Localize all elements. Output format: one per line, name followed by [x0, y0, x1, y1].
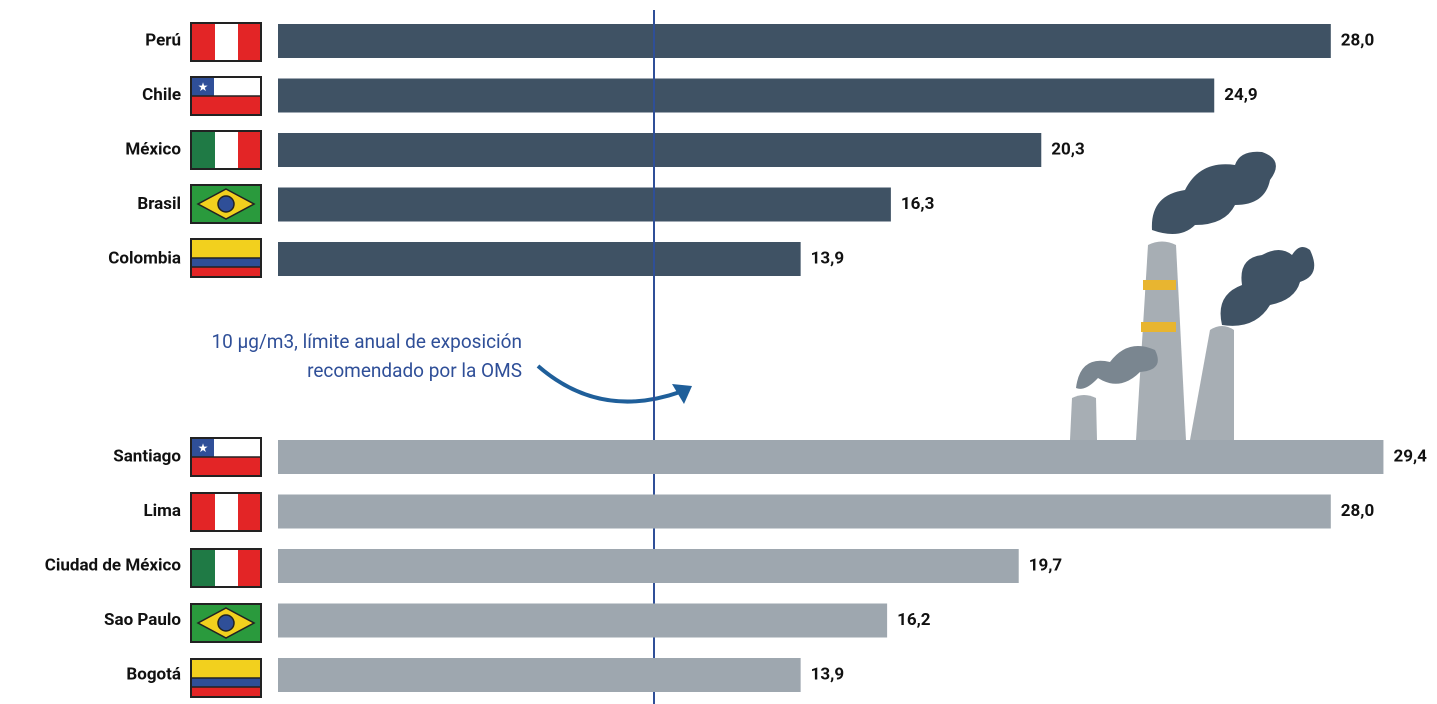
bar — [278, 133, 1042, 167]
category-label: Colombia — [108, 248, 181, 268]
flag — [190, 238, 262, 278]
flag — [190, 184, 262, 224]
bar — [278, 78, 1215, 113]
category-label: Lima — [143, 501, 181, 521]
annotation-arrow — [536, 364, 681, 404]
bar — [278, 24, 1331, 58]
annotation: 10 µg/m3, límite anual de exposición — [211, 330, 522, 353]
flags — [190, 22, 262, 698]
bar — [278, 187, 891, 222]
bar — [278, 603, 888, 638]
category-label: Perú — [145, 30, 181, 50]
value-label: 28,0 — [1341, 501, 1374, 521]
flag — [190, 603, 262, 643]
bar — [278, 494, 1331, 529]
category-label: Brasil — [137, 194, 181, 214]
bar — [278, 242, 801, 276]
value-label: 24,9 — [1224, 85, 1257, 105]
category-label: Sao Paulo — [104, 610, 181, 630]
bar — [278, 440, 1384, 474]
value-label: 28,0 — [1341, 30, 1374, 50]
value-label: 13,9 — [811, 664, 844, 684]
value-label: 29,4 — [1393, 446, 1427, 466]
factory-illustration — [1070, 151, 1315, 440]
annotation-arrowhead — [672, 384, 692, 404]
flag — [190, 658, 262, 698]
value-label: 20,3 — [1051, 139, 1084, 159]
value-label: 13,9 — [811, 248, 844, 268]
value-label: 16,3 — [901, 194, 934, 214]
category-label: Ciudad de México — [45, 555, 182, 575]
category-label: Chile — [142, 85, 181, 105]
flag — [190, 492, 262, 532]
value-label: 16,2 — [897, 610, 931, 630]
bar — [278, 658, 801, 692]
flag — [190, 130, 262, 170]
category-label: Bogotá — [126, 664, 181, 684]
category-label: Santiago — [113, 446, 181, 466]
flag — [190, 437, 262, 477]
flag — [190, 22, 262, 62]
category-label: México — [125, 139, 181, 159]
flag — [190, 548, 262, 588]
value-label: 19,7 — [1029, 555, 1063, 575]
flag — [190, 76, 262, 116]
bar — [278, 549, 1019, 583]
annotation: recomendado por la OMS — [307, 359, 522, 382]
